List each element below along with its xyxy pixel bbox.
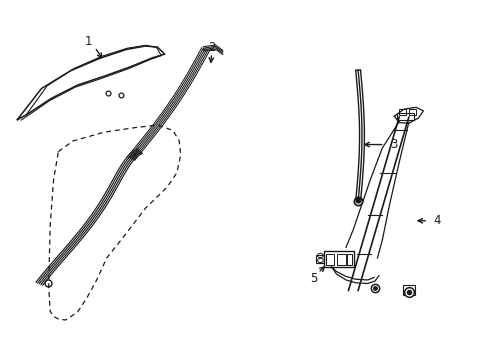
- Bar: [398, 109, 406, 116]
- Bar: [408, 109, 415, 116]
- Text: 3: 3: [389, 138, 396, 151]
- Bar: [346, 255, 351, 265]
- Text: 1: 1: [85, 35, 92, 48]
- Bar: [396, 113, 413, 121]
- Bar: [325, 255, 334, 265]
- Bar: [402, 284, 414, 295]
- Text: 5: 5: [309, 272, 317, 285]
- Bar: [336, 255, 345, 265]
- Bar: [315, 256, 324, 263]
- Text: 4: 4: [432, 214, 440, 227]
- Text: 2: 2: [207, 41, 215, 54]
- Bar: [324, 251, 353, 267]
